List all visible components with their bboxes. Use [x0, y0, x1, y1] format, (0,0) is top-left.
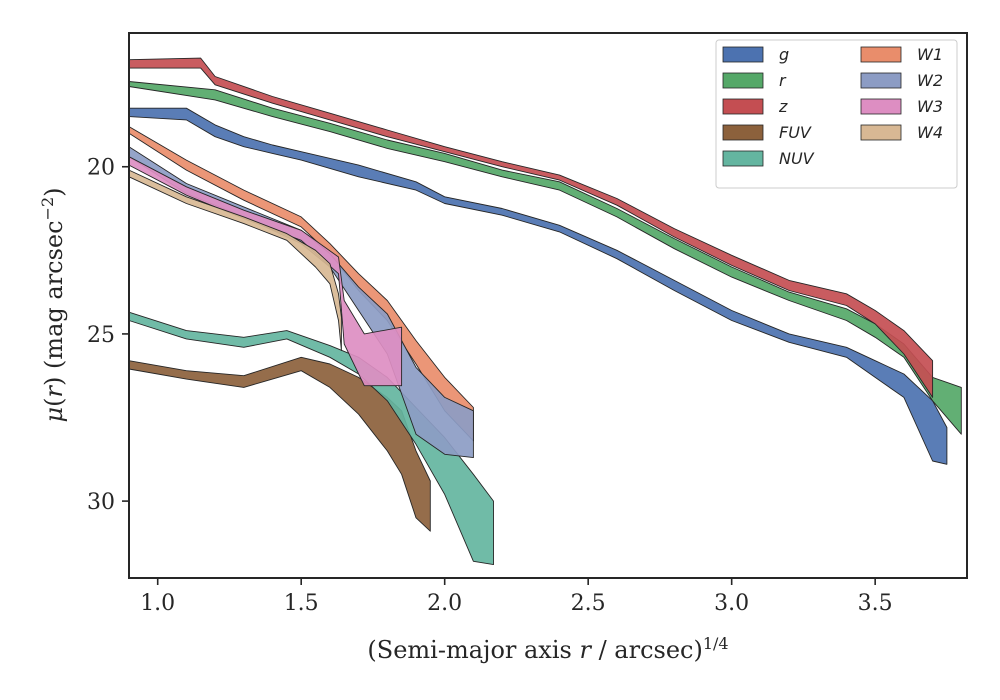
x-tick-label: 2.0	[427, 591, 462, 616]
x-axis-title: (Semi-major axis r / arcsec)1/4	[367, 634, 728, 664]
legend-swatch-r	[722, 72, 764, 89]
x-axis-ticks: 1.0 1.5 2.0 2.5 3.0 3.5	[140, 578, 893, 616]
band-w4	[128, 169, 342, 352]
band-g	[128, 107, 948, 465]
legend-label-fuv: FUV	[779, 123, 812, 142]
band-fuv	[128, 356, 431, 532]
x-tick-label: 1.0	[140, 591, 175, 616]
y-tick-label: 30	[87, 490, 115, 515]
band-nuv	[128, 311, 494, 566]
y-axis-title: μ(r) (mag arcsec−2)	[38, 187, 68, 422]
legend-label-nuv: NUV	[779, 149, 815, 168]
y-tick-label: 20	[87, 156, 115, 181]
legend-swatch-w4	[860, 124, 902, 141]
legend-label-w2: W2	[917, 71, 943, 90]
y-tick-label: 25	[87, 323, 115, 348]
plot-area-frame	[128, 32, 968, 579]
legend-label-r: r	[779, 71, 787, 90]
band-r	[128, 81, 962, 435]
legend-swatch-fuv	[722, 124, 764, 141]
x-tick-label: 3.5	[858, 591, 893, 616]
legend-swatch-w2	[860, 72, 902, 89]
legend-swatch-z	[722, 98, 764, 115]
legend-swatch-nuv	[722, 150, 764, 167]
legend-label-w4: W4	[917, 123, 943, 142]
legend-label-w3: W3	[917, 97, 943, 116]
legend-label-w1: W1	[917, 45, 943, 64]
profile-bands	[128, 57, 962, 566]
legend-label-z: z	[778, 97, 788, 116]
legend-swatch-w1	[860, 46, 902, 63]
x-tick-label: 2.5	[571, 591, 606, 616]
legend-label-g: g	[779, 45, 789, 64]
legend-swatch-w3	[860, 98, 902, 115]
band-w2	[128, 146, 474, 459]
x-tick-label: 3.0	[714, 591, 749, 616]
band-z	[128, 57, 934, 398]
x-tick-label: 1.5	[284, 591, 319, 616]
y-axis-ticks: 20 25 30	[87, 156, 129, 515]
legend-swatch-g	[722, 46, 764, 63]
legend: grz FUV NUV W1 W2 W3 W4	[715, 39, 958, 189]
